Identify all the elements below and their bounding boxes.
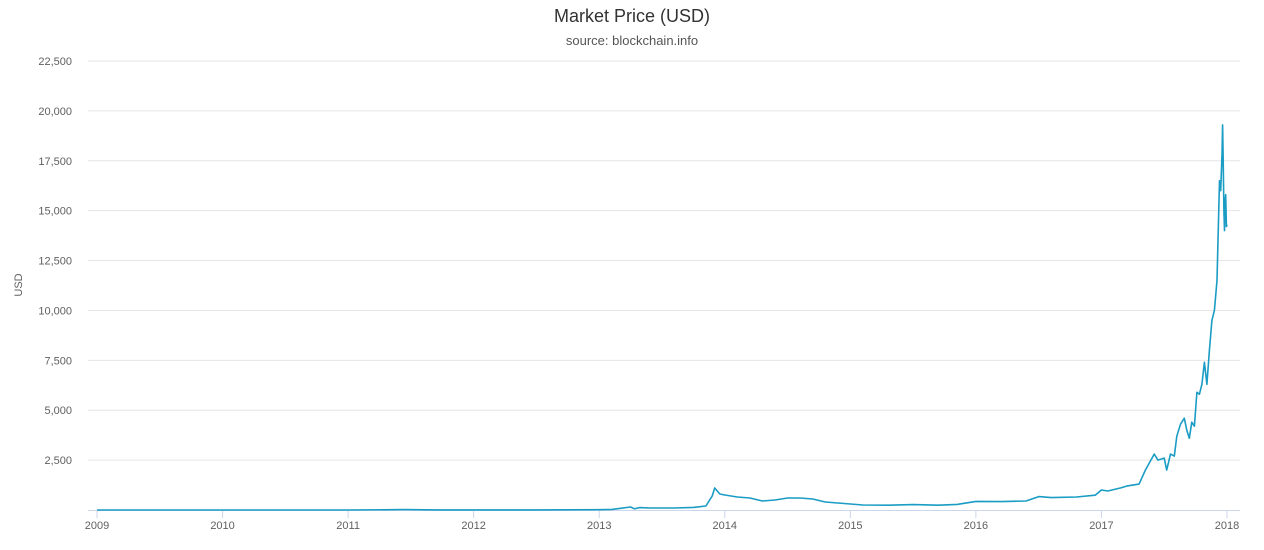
x-tick-label: 2012 (461, 520, 485, 532)
series-line-market-price (97, 124, 1228, 511)
x-tick-label: 2009 (85, 520, 109, 532)
y-axis-ticks: 2,500 5,000 7,500 10,000 12,500 15,000 17,500 2… (38, 56, 72, 467)
chart-title: Market Price (USD) (553, 6, 710, 26)
y-tick-label: 17,500 (38, 156, 72, 168)
x-tick-label: 2018 (1215, 520, 1239, 532)
x-tick-label: 2010 (210, 520, 234, 532)
grid-lines (88, 60, 1240, 461)
y-tick-label: 10,000 (38, 305, 72, 317)
x-tick-label: 2014 (713, 520, 737, 532)
x-tick-label: 2015 (838, 520, 862, 532)
x-tick-label: 2011 (336, 520, 360, 532)
x-tick-label: 2017 (1089, 520, 1113, 532)
y-tick-label: 5,000 (44, 405, 72, 417)
x-tick-label: 2013 (587, 520, 611, 532)
y-tick-label: 7,500 (44, 355, 72, 367)
x-tick-label: 2016 (964, 520, 988, 532)
y-axis-label: USD (13, 273, 25, 296)
x-axis-ticks: 2009 2010 2011 2012 2013 2014 2015 2016 2017 2018 (85, 510, 1239, 532)
y-tick-label: 22,500 (38, 56, 72, 68)
y-tick-label: 15,000 (38, 206, 72, 218)
y-tick-label: 12,500 (38, 256, 72, 268)
chart-subtitle: source: blockchain.info (565, 33, 699, 48)
y-tick-label: 2,500 (44, 455, 72, 467)
y-tick-label: 20,000 (38, 106, 72, 118)
